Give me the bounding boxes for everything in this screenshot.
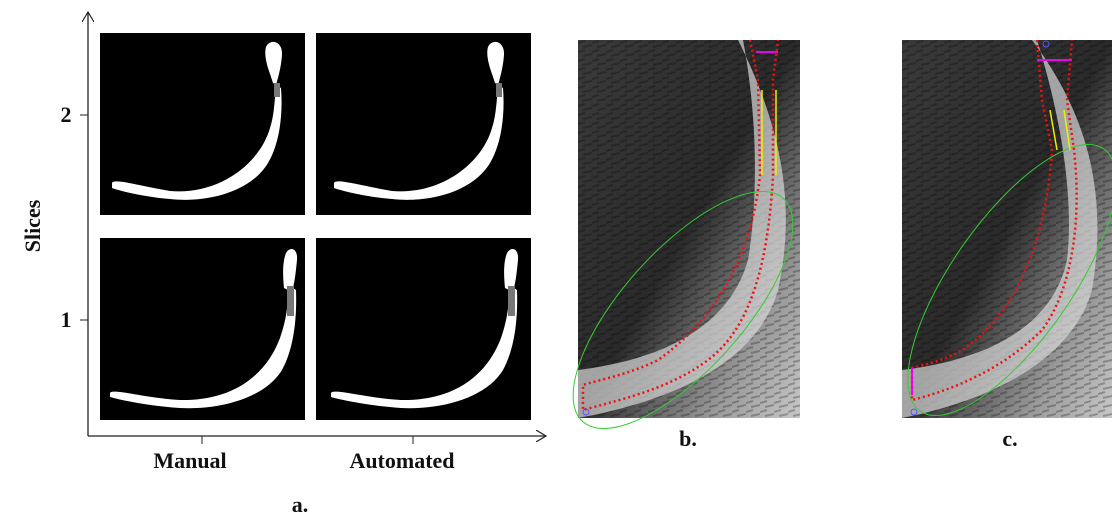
mri-image — [538, 40, 828, 462]
y-tick-label: 2 — [61, 102, 72, 127]
panel — [316, 33, 531, 215]
x-tick-label: Manual — [153, 448, 226, 473]
mri-image — [871, 40, 1112, 445]
panel — [316, 238, 531, 420]
x-tick-label: Automated — [349, 448, 454, 473]
caption: b. — [679, 426, 697, 451]
y-label: Slices — [20, 199, 45, 252]
y-tick-label: 1 — [61, 307, 72, 332]
caption: a. — [292, 492, 309, 515]
panel — [100, 33, 305, 215]
figure: Slices 2 1 Manual Automated a. b. c. — [0, 0, 1112, 515]
panel — [100, 238, 305, 420]
caption: c. — [1002, 426, 1017, 451]
